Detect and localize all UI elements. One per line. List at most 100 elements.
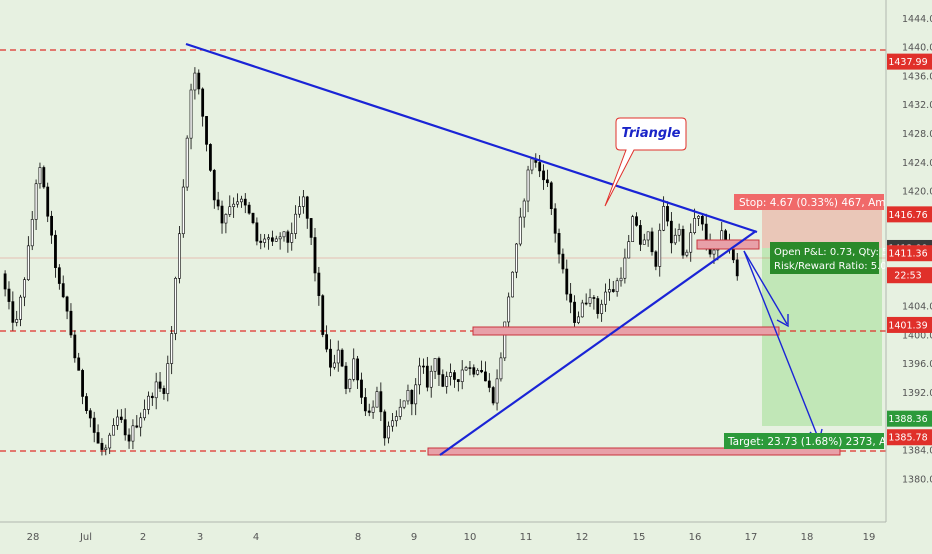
candle-body xyxy=(112,424,115,436)
price-label-badge xyxy=(887,267,932,284)
candle-body xyxy=(433,358,437,372)
target-zone[interactable] xyxy=(762,248,882,426)
candle-body xyxy=(406,390,410,402)
projection-arrow-1[interactable] xyxy=(743,250,789,328)
y-tick-label: 1404.00 xyxy=(902,302,932,313)
y-tick-label: 1428.00 xyxy=(902,129,932,140)
candle-body xyxy=(154,381,158,399)
candle-body xyxy=(580,302,584,318)
candle-body xyxy=(54,234,57,268)
stop-label[interactable]: Stop: 4.67 (0.33%) 467, Amount: 75 xyxy=(734,194,930,210)
candle-body xyxy=(309,218,313,238)
candle-body xyxy=(282,231,286,238)
support-zone-upper[interactable] xyxy=(472,326,780,336)
candle-body xyxy=(731,249,735,261)
candle-body xyxy=(189,89,193,139)
candle-body xyxy=(15,319,19,323)
candle-body xyxy=(522,200,526,218)
candle-body xyxy=(81,370,84,397)
x-tick-label: 8 xyxy=(355,532,361,543)
candle-body xyxy=(73,334,77,359)
candle-body xyxy=(476,370,480,375)
candle-body xyxy=(92,417,96,433)
y-tick-label: 1420.00 xyxy=(902,187,932,198)
candle-body xyxy=(456,379,460,382)
candle-body xyxy=(542,170,545,181)
candle-body xyxy=(7,288,11,302)
candle-body xyxy=(669,220,673,244)
target-label[interactable]: Target: 23.73 (1.68%) 2373, Amount: 2 xyxy=(724,433,932,449)
price-axis-ticks: 1444.00 1440.00 1436.00 1432.00 1428.00 1424.… xyxy=(902,14,932,485)
candle-body xyxy=(209,144,212,171)
candle-body xyxy=(174,278,177,334)
price-label-text: 1385.78 xyxy=(888,433,927,444)
candle-body xyxy=(515,243,518,273)
candle-body xyxy=(201,88,205,117)
candle-body xyxy=(557,233,561,255)
price-label-text: 22:53 xyxy=(894,271,921,282)
candle-body xyxy=(38,167,42,185)
breakout-zone[interactable] xyxy=(696,239,760,250)
candle-body xyxy=(635,216,638,226)
price-label-text: 1437.99 xyxy=(888,57,927,68)
price-label-badge xyxy=(887,429,932,446)
candle-body xyxy=(422,365,425,368)
descending-trendline[interactable] xyxy=(185,42,758,234)
candle-body xyxy=(123,419,127,436)
candle-body xyxy=(278,236,282,240)
candle-body xyxy=(205,116,208,145)
y-tick-label: 1396.00 xyxy=(902,359,932,370)
candle-body xyxy=(666,206,669,222)
candle-body xyxy=(30,219,34,247)
candle-body xyxy=(553,208,557,234)
pnl-label[interactable]: Open P&L: 0.73, Qty: 53 Risk/Reward Rati… xyxy=(770,242,895,274)
candle-body xyxy=(658,229,662,267)
price-label-text: 1388.36 xyxy=(888,414,927,425)
candle-body xyxy=(212,170,216,201)
candle-body xyxy=(294,213,298,234)
support-zone-lower[interactable] xyxy=(427,447,841,456)
candle-body xyxy=(274,238,278,242)
candle-body xyxy=(298,206,301,215)
candle-body xyxy=(569,293,573,303)
time-axis[interactable] xyxy=(0,522,932,550)
candle-body xyxy=(445,376,449,387)
candle-body xyxy=(623,257,627,279)
candle-body xyxy=(344,365,348,389)
candle-body xyxy=(19,296,22,320)
candle-body xyxy=(305,196,309,219)
candle-body xyxy=(178,233,181,279)
candle-body xyxy=(681,228,685,256)
candle-body xyxy=(139,417,143,428)
candle-body xyxy=(573,301,576,323)
x-tick-label: 16 xyxy=(689,532,702,543)
triangle-callout[interactable]: Triangle xyxy=(604,117,687,207)
candle-body xyxy=(530,158,534,171)
candle-body xyxy=(495,378,499,404)
candle-body xyxy=(185,137,189,188)
candle-body xyxy=(61,283,65,298)
candle-body xyxy=(441,374,445,387)
candle-body xyxy=(425,365,429,388)
candle-body xyxy=(371,406,375,413)
candle-body xyxy=(584,302,588,305)
ascending-trendline[interactable] xyxy=(439,230,757,456)
candle-body xyxy=(464,367,468,371)
candle-body xyxy=(607,289,611,293)
candle-body xyxy=(604,291,607,305)
candle-body xyxy=(546,179,549,184)
x-tick-label: 17 xyxy=(745,532,758,543)
candle-body xyxy=(197,72,201,90)
candle-body xyxy=(77,357,81,371)
candle-body xyxy=(487,380,491,388)
x-tick-label: 11 xyxy=(520,532,533,543)
candle-body xyxy=(170,333,174,364)
candle-body xyxy=(588,297,592,304)
candle-body xyxy=(484,371,487,382)
candle-body xyxy=(526,169,530,202)
candle-body xyxy=(239,198,243,203)
candle-body xyxy=(65,296,69,312)
candle-body xyxy=(348,378,352,389)
